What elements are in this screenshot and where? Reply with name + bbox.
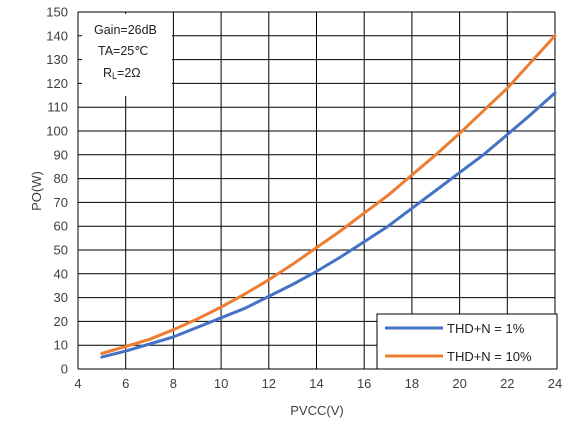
y-tick-label-130: 130 <box>46 52 68 67</box>
y-tick-label-0: 0 <box>61 362 68 377</box>
x-tick-label-20: 20 <box>452 376 466 391</box>
conditions-box: Gain=26dB TA=25℃ RL=2Ω <box>82 14 172 96</box>
ta-label: TA=25℃ <box>98 44 148 58</box>
gain-label: Gain=26dB <box>94 23 157 37</box>
legend: THD+N = 1% THD+N = 10% <box>376 313 558 370</box>
y-tick-label-40: 40 <box>54 266 68 281</box>
series-layer <box>100 34 557 359</box>
x-tick-label-6: 6 <box>122 376 129 391</box>
legend-box <box>376 313 558 370</box>
ticks: 0 10 20 30 40 50 60 70 80 90 100 110 120 130 140 150 4 6 8… <box>46 5 562 392</box>
x-tick-label-22: 22 <box>500 376 514 391</box>
x-tick-label-8: 8 <box>170 376 177 391</box>
y-tick-label-110: 110 <box>47 100 68 115</box>
series-line-thd-10 <box>100 34 557 355</box>
y-tick-label-50: 50 <box>54 243 68 258</box>
y-tick-label-140: 140 <box>46 28 68 43</box>
x-tick-label-24: 24 <box>548 376 562 391</box>
y-tick-label-100: 100 <box>46 124 68 139</box>
x-tick-label-18: 18 <box>405 376 419 391</box>
x-tick-label-12: 12 <box>262 376 276 391</box>
rl-label-subscript: L <box>112 71 117 81</box>
series-line-thd-1 <box>100 91 557 359</box>
x-tick-label-14: 14 <box>309 376 323 391</box>
x-tick-label-4: 4 <box>74 376 81 391</box>
rl-label-prefix: R <box>103 66 112 80</box>
rl-label: RL=2Ω <box>103 66 141 81</box>
y-tick-label-20: 20 <box>54 314 68 329</box>
legend-label-thd-1: THD+N = 1% <box>447 321 525 336</box>
x-axis-title: PVCC(V) <box>290 403 343 418</box>
y-tick-label-30: 30 <box>54 290 68 305</box>
y-axis-title: PO(W) <box>29 171 44 211</box>
y-tick-label-70: 70 <box>54 195 68 210</box>
x-tick-label-16: 16 <box>357 376 371 391</box>
y-tick-label-120: 120 <box>46 76 68 91</box>
y-tick-label-60: 60 <box>54 219 68 234</box>
y-tick-label-150: 150 <box>46 5 68 20</box>
rl-label-rest: =2Ω <box>117 66 141 80</box>
y-tick-label-10: 10 <box>54 338 68 353</box>
y-tick-label-90: 90 <box>54 147 68 162</box>
grid <box>77 11 556 370</box>
y-tick-label-80: 80 <box>54 171 68 186</box>
legend-label-thd-10: THD+N = 10% <box>447 349 532 364</box>
x-tick-label-10: 10 <box>214 376 228 391</box>
conditions-box-background <box>82 14 172 96</box>
